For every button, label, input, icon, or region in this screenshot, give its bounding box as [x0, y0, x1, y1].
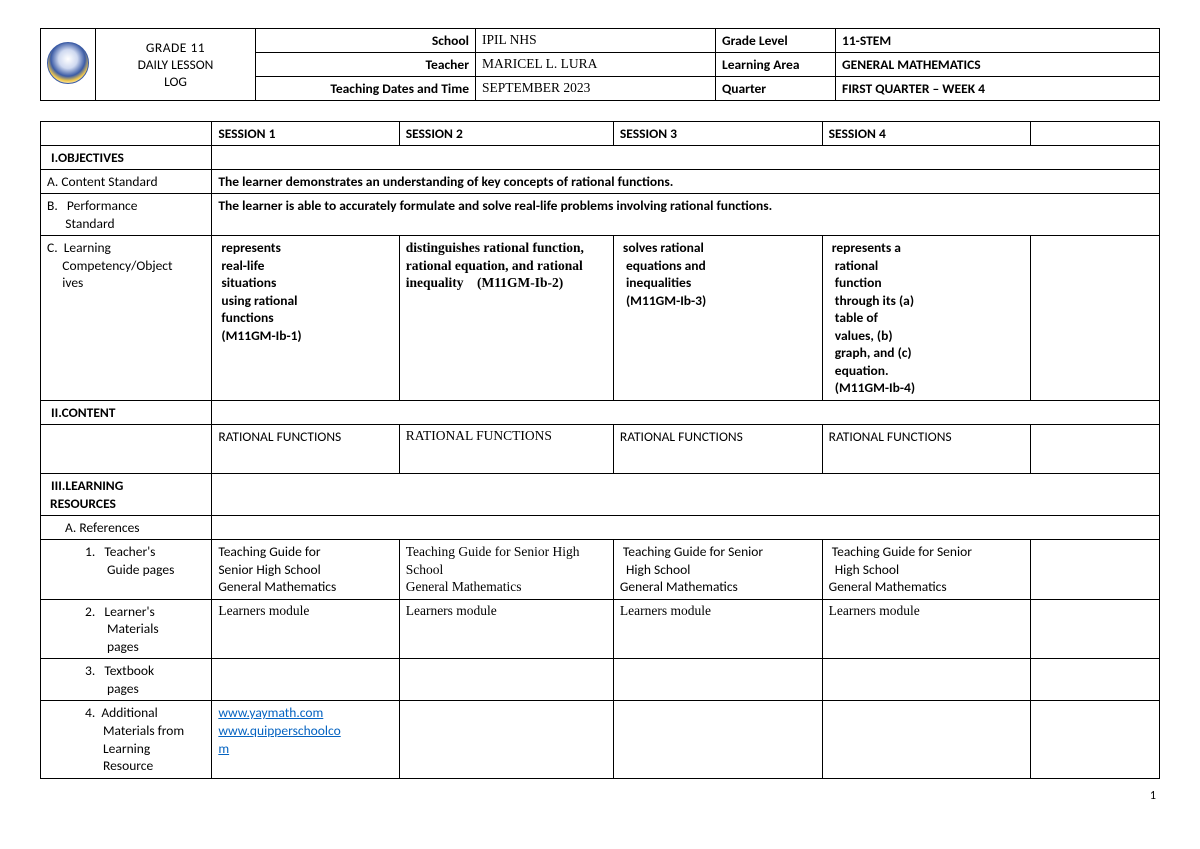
performance-standard-value: The learner is able to accurately formul…: [212, 194, 1160, 236]
teachers-guide-s3: Teaching Guide for Senior High SchoolGen…: [613, 540, 822, 600]
competency-s2: distinguishes rational function, rationa…: [399, 236, 613, 401]
content-s1: RATIONAL FUNCTIONS: [212, 425, 399, 474]
deped-logo-icon: [47, 42, 89, 84]
content-values-row: RATIONAL FUNCTIONS RATIONAL FUNCTIONS RA…: [41, 425, 1160, 474]
teacher-label: Teacher: [256, 53, 476, 77]
learners-s3: Learners module: [613, 599, 822, 659]
content-standard-row: A. Content Standard The learner demonstr…: [41, 170, 1160, 194]
content-s4: RATIONAL FUNCTIONS: [822, 425, 1031, 474]
competency-label: C. Learning Competency/Object ives: [41, 236, 212, 401]
learners-materials-row: 2. Learner'sMaterialspages Learners modu…: [41, 599, 1160, 659]
teachers-guide-s2: Teaching Guide for Senior High SchoolGen…: [399, 540, 613, 600]
session-header-row: SESSION 1 SESSION 2 SESSION 3 SESSION 4: [41, 122, 1160, 146]
school-value: IPIL NHS: [476, 29, 716, 53]
competency-s1: represents real-life situations using ra…: [212, 236, 399, 401]
content-s2: RATIONAL FUNCTIONS: [399, 425, 613, 474]
teachers-guide-s1: Teaching Guide forSenior High SchoolGene…: [212, 540, 399, 600]
competency-s4: represents a rational function through i…: [822, 236, 1031, 401]
additional-materials-row: 4. AdditionalMaterials fromLearningResou…: [41, 701, 1160, 778]
objectives-label: I.OBJECTIVES: [41, 146, 212, 170]
session-4-header: SESSION 4: [822, 122, 1031, 146]
yaymath-link[interactable]: www.yaymath.com: [218, 704, 323, 721]
session-1-header: SESSION 1: [212, 122, 399, 146]
teachers-guide-label: 1. Teacher'sGuide pages: [41, 540, 212, 600]
quipper-link[interactable]: www.quipperschoolcom: [218, 722, 340, 757]
performance-standard-row: B. Performance Standard The learner is a…: [41, 194, 1160, 236]
objectives-row: I.OBJECTIVES: [41, 146, 1160, 170]
title-line-3: LOG: [102, 73, 249, 90]
learners-s1: Learners module: [212, 599, 399, 659]
header-table: GRADE 11 DAILY LESSON LOG School IPIL NH…: [40, 28, 1160, 101]
session-2-header: SESSION 2: [399, 122, 613, 146]
learners-s4: Learners module: [822, 599, 1031, 659]
resources-heading-row: III.LEARNING RESOURCES: [41, 474, 1160, 516]
title-line-2: DAILY LESSON: [102, 56, 249, 73]
grade-level-label: Grade Level: [716, 29, 836, 53]
content-standard-label: A. Content Standard: [41, 170, 212, 194]
dll-title-cell: GRADE 11 DAILY LESSON LOG: [96, 29, 256, 101]
dates-value: SEPTEMBER 2023: [476, 77, 716, 101]
references-label: A. References: [41, 516, 212, 540]
deped-logo-cell: [41, 29, 96, 101]
content-heading: II.CONTENT: [41, 401, 212, 425]
content-heading-row: II.CONTENT: [41, 401, 1160, 425]
additional-links-cell: www.yaymath.com www.quipperschoolcom: [212, 701, 399, 778]
session-3-header: SESSION 3: [613, 122, 822, 146]
learners-materials-label: 2. Learner'sMaterialspages: [41, 599, 212, 659]
competency-row: C. Learning Competency/Object ives repre…: [41, 236, 1160, 401]
learners-s2: Learners module: [399, 599, 613, 659]
content-s3: RATIONAL FUNCTIONS: [613, 425, 822, 474]
quarter-label: Quarter: [716, 77, 836, 101]
references-row: A. References: [41, 516, 1160, 540]
dates-label: Teaching Dates and Time: [256, 77, 476, 101]
teachers-guide-row: 1. Teacher'sGuide pages Teaching Guide f…: [41, 540, 1160, 600]
school-label: School: [256, 29, 476, 53]
competency-s3: solves rational equations and inequaliti…: [613, 236, 822, 401]
teacher-value: MARICEL L. LURA: [476, 53, 716, 77]
additional-materials-label: 4. AdditionalMaterials fromLearningResou…: [41, 701, 212, 778]
quarter-value: FIRST QUARTER – WEEK 4: [836, 77, 1160, 101]
learning-area-value: GENERAL MATHEMATICS: [836, 53, 1160, 77]
page-number: 1: [40, 789, 1160, 803]
resources-heading: III.LEARNING RESOURCES: [41, 474, 212, 516]
teachers-guide-s4: Teaching Guide for Senior High SchoolGen…: [822, 540, 1031, 600]
content-standard-value: The learner demonstrates an understandin…: [212, 170, 1160, 194]
performance-standard-label: B. Performance Standard: [41, 194, 212, 236]
textbook-label: 3. Textbookpages: [41, 659, 212, 701]
learning-area-label: Learning Area: [716, 53, 836, 77]
main-dll-table: SESSION 1 SESSION 2 SESSION 3 SESSION 4 …: [40, 121, 1160, 779]
grade-level-value: 11-STEM: [836, 29, 1160, 53]
textbook-row: 3. Textbookpages: [41, 659, 1160, 701]
title-line-1: GRADE 11: [102, 39, 249, 56]
